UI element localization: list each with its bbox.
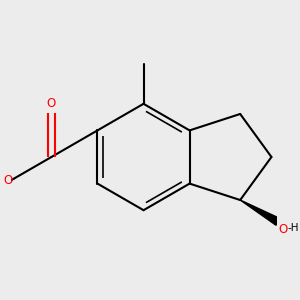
Polygon shape [240, 200, 280, 225]
Text: O: O [279, 223, 288, 236]
Text: -H: -H [287, 223, 298, 233]
Text: O: O [3, 174, 12, 188]
Text: O: O [46, 97, 55, 110]
